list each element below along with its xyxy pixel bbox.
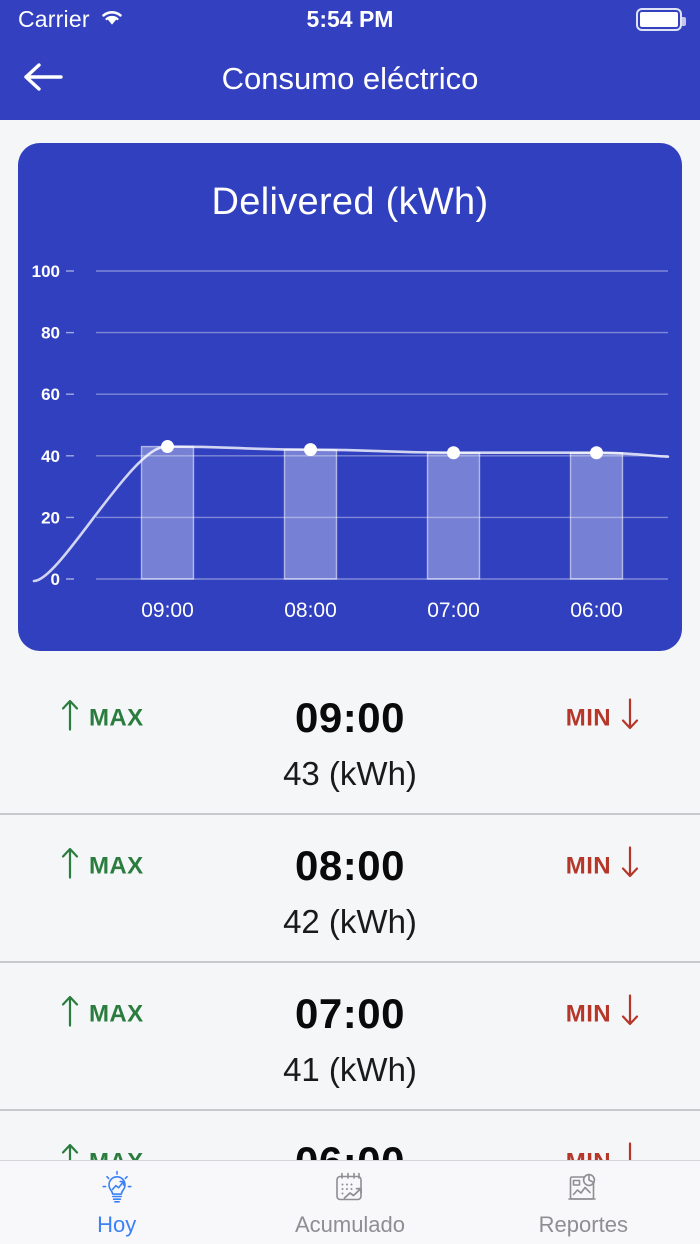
chart-data-points	[161, 440, 603, 460]
min-badge: MIN	[566, 846, 640, 887]
svg-text:60: 60	[41, 385, 60, 404]
max-label: MAX	[89, 704, 144, 731]
max-badge: MAX	[60, 846, 144, 887]
reading-time: 09:00	[295, 694, 405, 741]
min-badge: MIN	[566, 698, 640, 739]
arrow-up-icon	[60, 846, 80, 887]
arrow-up-icon	[60, 994, 80, 1035]
reading-value: 41 (kWh)	[283, 1051, 417, 1088]
lightbulb-trend-icon	[100, 1168, 134, 1208]
reading-time: 07:00	[295, 990, 405, 1037]
table-row[interactable]: MAX 07:00 MIN 41 (kWh)	[0, 963, 700, 1111]
tab-label: Reportes	[538, 1211, 628, 1237]
arrow-down-icon	[620, 1142, 640, 1160]
max-badge: MAX	[60, 1142, 144, 1160]
chart-title: Delivered (kWh)	[211, 181, 489, 223]
svg-text:07:00: 07:00	[427, 599, 480, 622]
row-header: MAX 09:00 MIN	[0, 689, 700, 747]
min-label: MIN	[565, 704, 611, 731]
max-label: MAX	[89, 852, 144, 879]
status-bar: Carrier 5:54 PM	[0, 0, 700, 38]
svg-text:80: 80	[41, 324, 60, 343]
min-badge: MIN	[566, 994, 640, 1035]
page-title: Consumo eléctrico	[221, 61, 479, 96]
wifi-icon	[99, 6, 125, 33]
back-button[interactable]	[0, 38, 86, 120]
tab-acumulado[interactable]: Acumulado	[233, 1161, 466, 1244]
min-label: MIN	[565, 852, 611, 879]
tab-hoy[interactable]: Hoy	[0, 1161, 233, 1244]
max-badge: MAX	[60, 698, 144, 739]
tab-reportes[interactable]: Reportes	[467, 1161, 700, 1244]
row-header: MAX 06:00 MIN	[0, 1133, 700, 1160]
arrow-up-icon	[60, 698, 80, 739]
arrow-up-icon	[60, 1142, 80, 1160]
table-row[interactable]: MAX 09:00 MIN 43 (kWh)	[0, 667, 700, 815]
max-label: MAX	[89, 1148, 144, 1160]
status-bar-right	[636, 7, 686, 31]
chart-y-tick-labels: 0 20 40 60 80 100	[32, 262, 60, 589]
battery-full-icon	[636, 7, 686, 31]
report-chart-icon	[565, 1168, 601, 1208]
reading-time: 08:00	[295, 842, 405, 889]
min-badge: MIN	[566, 1142, 640, 1160]
arrow-down-icon	[620, 994, 640, 1035]
svg-text:20: 20	[41, 508, 60, 527]
svg-text:09:00: 09:00	[141, 599, 194, 622]
min-label: MIN	[565, 1000, 611, 1027]
arrow-down-icon	[620, 846, 640, 887]
reading-time: 06:00	[295, 1138, 405, 1160]
chart-svg: 0 20 40 60 80 100 09:00 08:00 07:00 06:00	[32, 262, 670, 622]
svg-text:100: 100	[32, 262, 60, 281]
svg-text:06:00: 06:00	[570, 599, 623, 622]
tab-label: Acumulado	[294, 1211, 406, 1237]
nav-bar: Consumo eléctrico	[0, 38, 700, 120]
reading-value: 42 (kWh)	[283, 903, 417, 940]
min-label: MIN	[566, 1148, 611, 1160]
status-bar-left: Carrier	[18, 6, 125, 33]
tab-bar: Hoy	[0, 1160, 700, 1244]
svg-text:08:00: 08:00	[284, 599, 337, 622]
arrow-down-icon	[620, 698, 640, 739]
calendar-trend-icon	[332, 1168, 368, 1208]
row-header: MAX 07:00 MIN	[0, 985, 700, 1043]
tab-label: Hoy	[97, 1211, 137, 1237]
chart-card: Delivered (kWh) 0 20 40 60 80 100 09:00 08:00 0…	[18, 143, 682, 651]
chart-bars	[140, 445, 624, 580]
reading-value: 43 (kWh)	[283, 755, 417, 792]
table-row[interactable]: MAX 08:00 MIN 42 (kWh)	[0, 815, 700, 963]
chart-plot-area: 0 20 40 60 80 100 09:00 08:00 07:00 06:00	[18, 253, 682, 651]
svg-text:0: 0	[51, 570, 60, 589]
chart-x-tick-labels: 09:00 08:00 07:00 06:00	[141, 599, 623, 622]
row-header: MAX 08:00 MIN	[0, 837, 700, 895]
table-row[interactable]: MAX 06:00 MIN	[0, 1111, 700, 1160]
svg-text:40: 40	[41, 447, 60, 466]
scroll-content[interactable]: Delivered (kWh) 0 20 40 60 80 100 09:00 08:00 0…	[0, 120, 700, 1160]
max-label: MAX	[89, 1000, 144, 1027]
readings-list: MAX 09:00 MIN 43 (kWh)	[0, 667, 700, 1160]
carrier-label: Carrier	[18, 5, 90, 32]
arrow-left-icon	[21, 60, 65, 99]
max-badge: MAX	[60, 994, 144, 1035]
